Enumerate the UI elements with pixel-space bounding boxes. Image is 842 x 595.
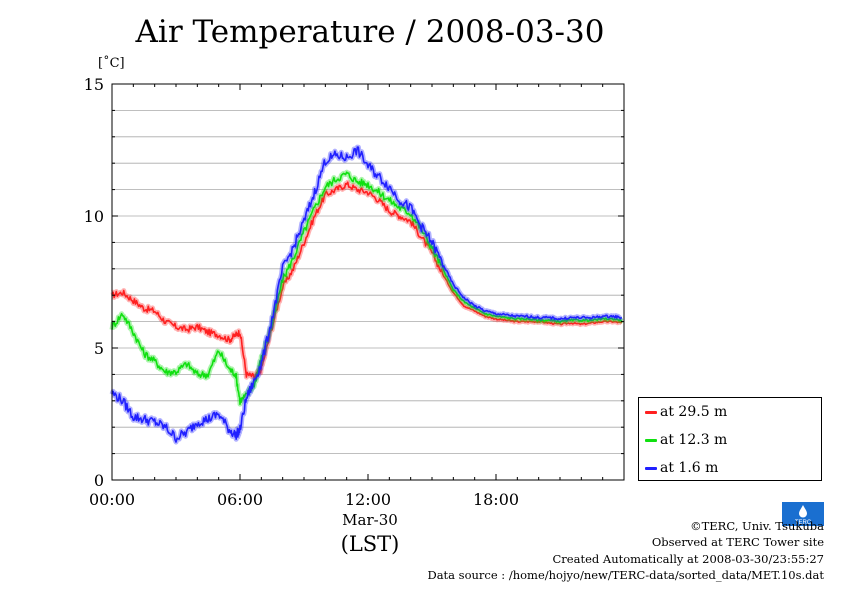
y-tick-label: 5 (94, 339, 104, 358)
credit-created: Created Automatically at 2008-03-30/23:5… (552, 551, 825, 566)
legend-item-12-3m: at 12.3 m (645, 431, 727, 449)
series-layer (109, 144, 624, 445)
series-line-12-3m-halo (109, 169, 624, 407)
credit-observed: Observed at TERC Tower site (651, 535, 824, 550)
legend-swatch-1-6m (645, 466, 657, 470)
ticks-layer: 0 5 10 15 00:00 06:00 12:00 18:00 (84, 75, 625, 509)
series-line-1-6m (111, 146, 623, 443)
grid-layer (112, 110, 624, 455)
chart-title: Air Temperature / 2008-03-30 (135, 14, 605, 50)
legend-item-29-5m: at 29.5 m (645, 403, 727, 421)
x-tick-label: 18:00 (473, 490, 519, 509)
x-tick-label: 00:00 (89, 490, 135, 509)
legend-label-1-6m: at 1.6 m (660, 460, 719, 476)
series-line-29-5m (111, 181, 623, 379)
legend-label-29-5m: at 29.5 m (660, 404, 728, 420)
legend-item-1-6m: at 1.6 m (645, 459, 718, 477)
credit-source: Data source : /home/hojyo/new/TERC-data/… (427, 567, 824, 582)
legend: at 29.5 m at 12.3 m at 1.6 m (638, 397, 822, 481)
y-tick-label: 0 (94, 471, 104, 490)
legend-swatch-29-5m (645, 410, 657, 414)
legend-label-12-3m: at 12.3 m (660, 432, 728, 448)
y-axis-unit-label: [˚C] (98, 56, 125, 71)
credits-block: ©TERC, Univ. Tsukuba Observed at TERC To… (427, 518, 824, 583)
terc-logo-icon: TERC (782, 502, 824, 526)
x-axis-date-label: Mar-30 (342, 511, 398, 529)
plot-frame (111, 83, 625, 481)
series-line-12-3m (111, 171, 623, 405)
x-axis-timezone-label: (LST) (340, 532, 400, 556)
x-tick-label: 06:00 (217, 490, 263, 509)
credit-copyright: ©TERC, Univ. Tsukuba (690, 519, 824, 533)
logo-text: TERC (795, 520, 812, 526)
x-tick-label: 12:00 (345, 490, 391, 509)
y-tick-label: 15 (84, 75, 104, 94)
y-tick-label: 10 (84, 207, 104, 226)
legend-swatch-12-3m (645, 438, 657, 442)
